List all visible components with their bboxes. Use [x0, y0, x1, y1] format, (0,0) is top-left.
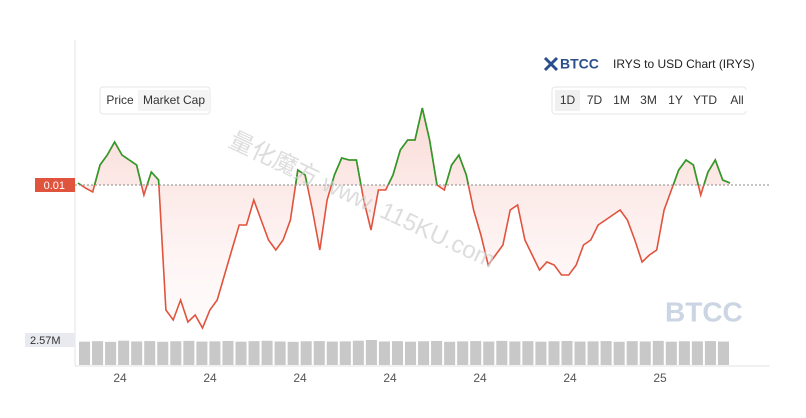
volume-bar [274, 341, 286, 365]
toggle-button[interactable] [138, 90, 210, 111]
volume-tick-box [25, 333, 75, 347]
volume-bar [691, 341, 703, 365]
volume-bar [313, 341, 325, 365]
range-label[interactable]: 1M [613, 93, 630, 107]
chart-title: IRYS to USD Chart (IRYS) [613, 57, 755, 71]
range-button[interactable] [636, 90, 661, 111]
range-label[interactable]: All [730, 93, 743, 107]
volume-bar [639, 341, 651, 365]
volume-bar [704, 341, 716, 365]
volume-bar [457, 341, 469, 365]
y-tick-box [35, 178, 75, 192]
range-button[interactable] [555, 90, 580, 111]
volume-bar [587, 341, 599, 365]
volume-bar [79, 341, 91, 365]
volume-bar [717, 341, 729, 365]
volume-bar [678, 341, 690, 365]
volume-bar [444, 341, 456, 365]
range-button[interactable] [663, 90, 688, 111]
volume-bar [365, 340, 377, 365]
volume-bar [339, 341, 351, 365]
volume-bar [131, 341, 143, 365]
volume-bar [418, 341, 430, 365]
volume-bar [326, 341, 338, 365]
volume-bar [613, 341, 625, 365]
x-tick-label: 24 [383, 371, 397, 385]
x-tick-label: 24 [293, 371, 307, 385]
volume-bar [222, 340, 234, 365]
volume-bar [548, 341, 560, 365]
volume-bar [209, 341, 221, 365]
volume-tick-label: 2.57M [30, 335, 61, 347]
volume-bar [561, 340, 573, 365]
range-button[interactable] [722, 90, 752, 111]
range-label[interactable]: 1D [560, 93, 576, 107]
range-button[interactable] [582, 90, 607, 111]
volume-bar [483, 341, 495, 365]
x-tick-label: 24 [113, 371, 127, 385]
volume-bar [496, 340, 508, 365]
volume-bar [196, 341, 208, 365]
volume-bar [509, 341, 521, 365]
watermark-logo: BTCC [665, 296, 743, 327]
volume-bar [105, 341, 117, 365]
volume-bar [170, 341, 182, 365]
y-tick-label: 0.01 [44, 180, 65, 192]
logo-text: BTCC [560, 56, 599, 72]
volume-bar [378, 341, 390, 365]
range-button[interactable] [690, 90, 720, 111]
volume-bar [574, 341, 586, 365]
range-label[interactable]: 1Y [668, 93, 683, 107]
toggle-label[interactable]: Price [106, 93, 134, 107]
x-tick-label: 24 [473, 371, 487, 385]
volume-bar [431, 340, 443, 365]
volume-bar [261, 340, 273, 365]
volume-bar [248, 341, 260, 365]
toggle-button[interactable] [104, 90, 136, 111]
volume-bar [535, 341, 547, 365]
range-label[interactable]: YTD [693, 93, 717, 107]
logo: BTCC [543, 56, 599, 72]
volume-bar [144, 341, 156, 365]
volume-bar [470, 341, 482, 365]
volume-bar [235, 341, 247, 365]
x-tick-label: 25 [653, 371, 667, 385]
toggle-label[interactable]: Market Cap [143, 93, 205, 107]
volume-bar [92, 341, 104, 365]
area-fill [78, 108, 730, 328]
volume-bar [405, 341, 417, 365]
range-button[interactable] [609, 90, 634, 111]
volume-bar [652, 340, 664, 365]
volume-bar [118, 340, 130, 365]
volume-bar [300, 341, 312, 365]
range-label[interactable]: 7D [587, 93, 603, 107]
volume-bar [287, 341, 299, 365]
volume-bar [626, 341, 638, 365]
x-tick-label: 24 [563, 371, 577, 385]
x-tick-label: 24 [203, 371, 217, 385]
volume-bar [183, 340, 195, 365]
volume-bar [600, 341, 612, 365]
volume-bar [157, 341, 169, 365]
volume-bar [391, 341, 403, 365]
volume-bar [522, 341, 534, 365]
range-label[interactable]: 3M [640, 93, 657, 107]
volume-bar [352, 340, 364, 365]
volume-bar [665, 341, 677, 365]
price-line-up [77, 107, 731, 185]
